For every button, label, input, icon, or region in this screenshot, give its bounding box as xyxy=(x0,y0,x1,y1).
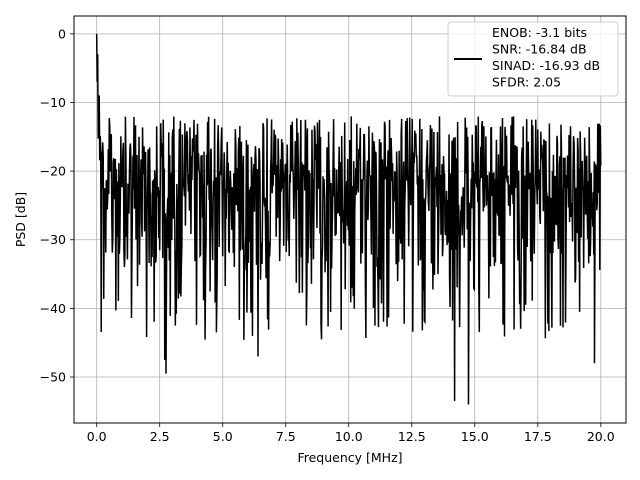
plot-frame xyxy=(73,15,627,424)
x-tick-label: 12.5 xyxy=(398,429,426,444)
x-tick-label: 15.0 xyxy=(461,429,489,444)
x-tick-label: 0.0 xyxy=(87,429,107,444)
x-tick-label: 5.0 xyxy=(213,429,233,444)
axis-ticks: 0.0 2.5 5.0 7.5 10.0 12.5 15.0 17.5 20.0 0 −10 −20 −… xyxy=(40,26,615,444)
legend-sfdr: SFDR: 2.05 xyxy=(492,75,561,90)
y-tick-label: −50 xyxy=(40,370,66,385)
x-tick-label: 17.5 xyxy=(524,429,552,444)
x-tick-label: 20.0 xyxy=(587,429,615,444)
y-tick-label: −10 xyxy=(40,95,66,110)
x-tick-label: 7.5 xyxy=(276,429,296,444)
legend-box xyxy=(447,21,619,97)
y-tick-label: 0 xyxy=(58,26,66,41)
x-tick-label: 10.0 xyxy=(335,429,363,444)
y-tick-label: −20 xyxy=(40,164,66,179)
legend-sinad: SINAD: -16.93 dB xyxy=(492,58,600,73)
legend-snr: SNR: -16.84 dB xyxy=(492,42,587,57)
x-tick-label: 2.5 xyxy=(150,429,170,444)
legend-enob: ENOB: -3.1 bits xyxy=(492,25,587,40)
y-tick-label: −30 xyxy=(40,232,66,247)
x-axis-label: Frequency [MHz] xyxy=(297,450,402,465)
y-axis-label: PSD [dB] xyxy=(13,192,28,247)
y-tick-label: −40 xyxy=(40,301,66,316)
series-layer xyxy=(95,33,602,405)
legend: ENOB: -3.1 bits SNR: -16.84 dB SINAD: -1… xyxy=(447,21,619,97)
psd-series-line xyxy=(95,33,602,405)
